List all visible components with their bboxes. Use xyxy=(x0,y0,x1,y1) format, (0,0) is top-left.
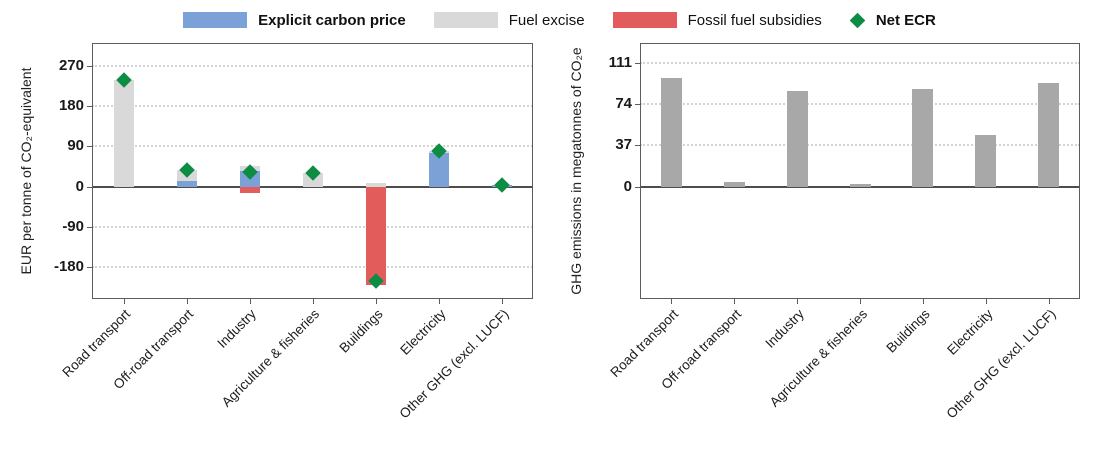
bar-segment-explicit-carbon-price xyxy=(176,181,197,187)
y-tick-label-180: 180 xyxy=(58,97,84,115)
plot-border xyxy=(92,43,533,299)
zero-line xyxy=(640,185,1080,188)
x-tick-mark xyxy=(375,299,377,304)
zero-line xyxy=(92,185,533,188)
legend-item-fuel-excise: Fuel excise xyxy=(433,11,585,29)
y-tick-label-270: 270 xyxy=(58,57,84,75)
x-category-label: Other GHG (excl. LUCF) xyxy=(943,306,1059,422)
y-tick-label-37: 37 xyxy=(615,136,632,154)
plot-border xyxy=(640,43,1080,299)
y-tick-mark xyxy=(635,186,640,188)
y-tick-label--180: -180 xyxy=(53,257,84,275)
y-tick-mark xyxy=(87,106,92,108)
gridline-111 xyxy=(640,62,1080,65)
y-tick-mark xyxy=(87,66,92,68)
legend-swatch-fuel-excise xyxy=(433,12,498,28)
y-tick-mark xyxy=(87,186,92,188)
y-tick-mark xyxy=(87,146,92,148)
y-tick-label-90: 90 xyxy=(67,137,84,155)
x-tick-mark xyxy=(671,299,673,304)
bar-segment-ghg-emissions xyxy=(786,90,808,187)
bar-segment-fossil-fuel-subsidies xyxy=(365,186,386,285)
legend-item-explicit-carbon-price: Explicit carbon price xyxy=(183,12,406,28)
y-tick-mark xyxy=(635,104,640,106)
legend-label: Net ECR xyxy=(875,11,936,29)
y-tick-label-111: 111 xyxy=(608,54,632,72)
gridline--90 xyxy=(92,225,533,228)
x-tick-mark xyxy=(438,299,440,304)
legend-label: Fuel excise xyxy=(508,11,585,29)
x-tick-mark xyxy=(501,299,503,304)
legend-item-net-ecr: Net ECR xyxy=(849,11,936,29)
gridline-74 xyxy=(640,103,1080,106)
gridline-180 xyxy=(92,105,533,108)
bar-segment-ghg-emissions xyxy=(660,77,682,187)
y-tick-label-74: 74 xyxy=(615,95,632,113)
x-tick-mark xyxy=(312,299,314,304)
x-tick-mark xyxy=(985,299,987,304)
bar-segment-fuel-excise xyxy=(113,79,134,187)
x-tick-mark xyxy=(922,299,924,304)
x-category-label: Electricity xyxy=(944,306,996,358)
bar-segment-fossil-fuel-subsidies xyxy=(239,186,260,193)
y-tick-mark xyxy=(635,145,640,147)
legend-label: Fossil fuel subsidies xyxy=(687,11,822,29)
y-tick-label--90: -90 xyxy=(62,217,84,235)
x-tick-mark xyxy=(186,299,188,304)
x-tick-mark xyxy=(1048,299,1050,304)
bar-segment-ghg-emissions xyxy=(1038,83,1060,187)
x-tick-mark xyxy=(249,299,251,304)
bar-segment-fuel-excise xyxy=(365,183,386,187)
x-category-label: Industry xyxy=(762,306,808,351)
bar-segment-ghg-emissions xyxy=(849,184,871,187)
bar-segment-ghg-emissions xyxy=(975,135,997,187)
legend-label: Explicit carbon price xyxy=(258,11,406,29)
legend: Explicit carbon price Fuel excise Fossil f… xyxy=(0,6,1119,34)
legend-item-fossil-fuel-subsidies: Fossil fuel subsidies xyxy=(612,11,822,29)
y-tick-label-0: 0 xyxy=(75,177,84,195)
x-tick-mark xyxy=(123,299,125,304)
y-tick-label-0: 0 xyxy=(623,177,632,195)
y-tick-mark xyxy=(87,266,92,268)
x-category-label: Buildings xyxy=(883,306,933,356)
gridline-90 xyxy=(92,145,533,148)
gridline--180 xyxy=(92,265,533,268)
bar-segment-ghg-emissions xyxy=(723,182,745,187)
gridline-37 xyxy=(640,144,1080,147)
x-tick-mark xyxy=(860,299,861,304)
y-axis-title-ghg: GHG emissions in megatonnes of CO₂e xyxy=(568,47,584,295)
y-tick-mark xyxy=(635,63,640,65)
legend-swatch-explicit-carbon-price xyxy=(183,12,248,28)
x-tick-mark xyxy=(734,299,736,304)
bar-segment-ghg-emissions xyxy=(912,88,934,187)
legend-swatch-fossil-fuel-subsidies xyxy=(612,12,677,28)
bar-segment-explicit-carbon-price xyxy=(428,152,449,187)
y-tick-mark xyxy=(87,226,92,228)
x-tick-mark xyxy=(797,299,799,304)
gridline-270 xyxy=(92,65,533,68)
